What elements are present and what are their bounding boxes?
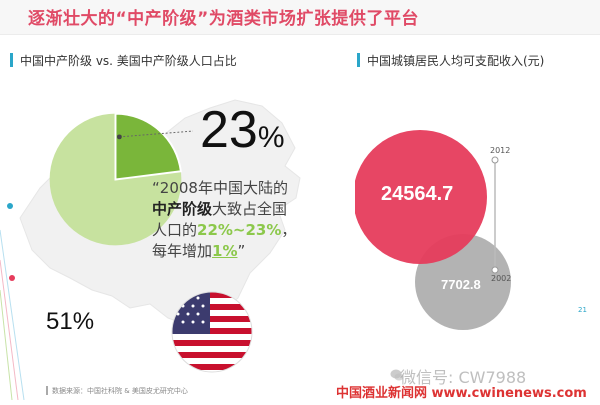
income-2012-value: 24564.7 <box>381 183 454 205</box>
quote-line-3-pre: 人口的 <box>152 221 198 239</box>
quote-line-4-post: ” <box>237 242 246 260</box>
year-2002-label: 2002 <box>491 274 512 283</box>
china-pct-sign: % <box>257 121 285 154</box>
wechat-icon <box>390 369 404 381</box>
quote-line-3-post: ， <box>281 221 297 239</box>
quote-highlight: 中产阶级 <box>152 200 213 218</box>
income-bubbles <box>355 130 511 330</box>
page-number: 21 <box>578 306 587 314</box>
wechat-watermark: 微信号: CW7988 <box>400 368 527 387</box>
quote-line-3: 人口的22%~23%， <box>152 220 337 241</box>
heading-accent-bar <box>357 53 360 67</box>
income-2002-value: 7702.8 <box>441 277 481 292</box>
source-text: 数据来源：中国社科院 & 美国皮尤研究中心 <box>52 387 188 395</box>
left-heading-text: 中国中产阶级 vs. 美国中产阶级人口占比 <box>20 54 237 68</box>
data-source: 数据来源：中国社科院 & 美国皮尤研究中心 <box>46 386 188 396</box>
quote-line-1: “2008年中国大陆的 <box>152 179 288 197</box>
bubble-2012 <box>355 130 487 264</box>
year-2012-label: 2012 <box>490 146 511 155</box>
source-accent-bar <box>46 386 48 395</box>
title-bar: 逐渐壮大的“中产阶级”为酒类市场扩张提供了平台 <box>0 0 600 35</box>
middle-class-quote: “2008年中国大陆的 中产阶级大致占全国 人口的22%~23%， 每年增加1%… <box>152 178 337 262</box>
site-watermark: 中国酒业新闻网 www.cwinenews.com <box>336 386 587 401</box>
quote-line-2: 中产阶级大致占全国 <box>152 199 337 220</box>
china-pct-value: 23 <box>200 101 258 159</box>
quote-range: 22%~23% <box>197 221 282 239</box>
right-heading-text: 中国城镇居民人均可支配收入(元) <box>367 54 545 68</box>
china-middle-class-percent: 23% <box>200 100 285 160</box>
quote-increase: 1% <box>212 242 238 260</box>
quote-line-4-pre: 每年增加 <box>152 242 213 260</box>
decorative-lines <box>0 203 25 400</box>
right-section-heading: 中国城镇居民人均可支配收入(元) <box>357 52 544 69</box>
quote-line-2-rest: 大致占全国 <box>212 200 288 218</box>
page-title: 逐渐壮大的“中产阶级”为酒类市场扩张提供了平台 <box>28 9 419 29</box>
pie-share-slice <box>114 112 182 181</box>
us-middle-class-percent: 51% <box>46 308 95 335</box>
middle-class-pie-chart <box>49 112 193 246</box>
us-flag-icon <box>171 291 253 373</box>
quote-line-4: 每年增加1%” <box>152 241 337 262</box>
heading-accent-bar <box>10 53 13 67</box>
left-section-heading: 中国中产阶级 vs. 美国中产阶级人口占比 <box>10 52 237 69</box>
